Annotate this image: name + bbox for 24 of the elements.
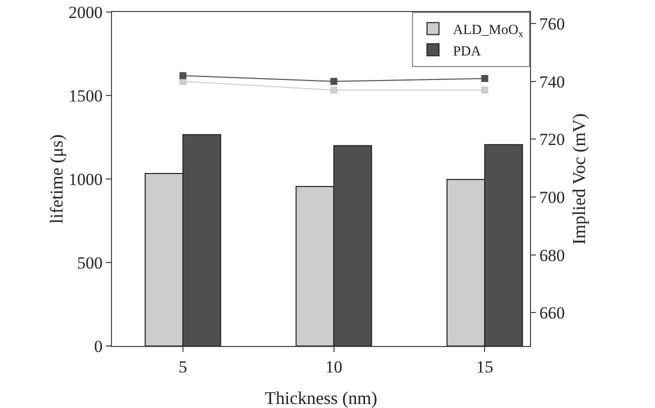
x-axis-title: Thickness (nm) (264, 388, 378, 408)
y-tick-label: 1500 (68, 86, 103, 106)
point (481, 75, 488, 82)
y-tick-label: 500 (77, 253, 103, 272)
x-tick-label: 10 (325, 357, 342, 376)
y2-tick-label: 740 (539, 72, 565, 92)
y2-tick-label: 720 (539, 130, 565, 150)
y2-tick-label: 700 (539, 188, 565, 208)
point (179, 72, 186, 80)
x-tick-label: 15 (476, 357, 494, 376)
y-tick-label: 2000 (68, 2, 103, 22)
y-tick-label: 1000 (68, 170, 103, 189)
legend-label: PDA (453, 44, 482, 60)
y2-axis-title: Implied Voc (mV) (569, 113, 589, 245)
point (330, 86, 338, 94)
y-tick-label: 0 (94, 336, 103, 356)
x-tick-label: 5 (178, 357, 188, 376)
legend-label: ALD_MoO$_{x}$ (453, 23, 524, 40)
point (481, 86, 488, 94)
point (330, 78, 338, 85)
y2-tick-label: 660 (539, 304, 565, 323)
y-axis-title: lifetime (μs) (46, 134, 67, 224)
y2-tick-label: 760 (539, 14, 565, 34)
y2-tick-label: 680 (539, 246, 565, 265)
